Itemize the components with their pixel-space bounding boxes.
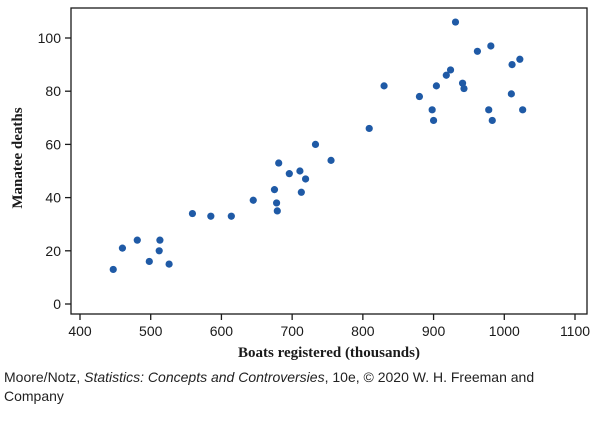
data-point [460, 84, 468, 93]
data-point [133, 236, 141, 244]
data-point [432, 82, 440, 90]
data-point [296, 167, 304, 175]
data-point [516, 55, 524, 63]
y-tick-label: 20 [45, 243, 61, 259]
data-point [488, 116, 496, 125]
data-point [207, 212, 215, 220]
x-tick-label: 600 [210, 323, 234, 339]
y-axis: 0 20 40 60 80 100 [38, 30, 71, 312]
data-point [428, 106, 436, 114]
x-axis-title: Boats registered (thousands) [238, 345, 420, 360]
data-point [155, 247, 163, 255]
credit-book-title: Statistics: Concepts and Controversies [84, 369, 325, 385]
data-point [275, 159, 283, 167]
data-point [311, 140, 320, 148]
data-point [415, 92, 424, 101]
data-point [365, 124, 373, 133]
y-axis-title: Manatee deaths [10, 107, 26, 208]
credit-suffix: , 10e, © 2020 W. H. Freeman and Company [4, 369, 535, 404]
y-tick-label: 40 [45, 190, 61, 206]
data-point [227, 212, 235, 220]
data-point [118, 244, 127, 252]
data-point [446, 66, 455, 74]
data-point [487, 42, 495, 50]
data-point [380, 82, 388, 90]
y-tick-label: 80 [45, 83, 61, 99]
data-point [272, 199, 281, 207]
x-tick-label: 700 [280, 323, 304, 339]
figure-credit: Moore/Notz, Statistics: Concepts and Con… [4, 368, 594, 406]
x-tick-label: 400 [68, 323, 92, 339]
plot-frame [70, 7, 588, 315]
data-point [297, 188, 305, 196]
data-point [442, 71, 450, 79]
data-point [485, 106, 493, 114]
plot-border [70, 7, 588, 315]
data-point [165, 260, 173, 268]
x-tick-label: 1100 [560, 323, 590, 339]
x-tick-label: 800 [351, 323, 375, 339]
data-point [473, 47, 482, 55]
x-tick-label: 900 [422, 323, 446, 339]
y-tick-label: 0 [53, 296, 61, 312]
data-point [156, 236, 164, 244]
data-point [327, 156, 335, 164]
data-point [270, 186, 279, 194]
data-point [519, 106, 527, 114]
credit-prefix: Moore/Notz, [4, 369, 85, 385]
x-tick-label: 1000 [489, 323, 520, 339]
data-point [145, 257, 153, 266]
data-point [109, 265, 117, 274]
data-point [273, 207, 281, 215]
data-points [109, 18, 527, 274]
data-point [188, 209, 197, 218]
data-point [507, 90, 515, 98]
data-point [451, 18, 460, 26]
data-point [249, 196, 257, 204]
y-tick-label: 60 [45, 136, 61, 152]
x-axis: 400 500 600 700 800 900 1000 1100 [68, 314, 590, 339]
x-tick-label: 500 [139, 323, 163, 339]
data-point [508, 61, 516, 69]
data-point [429, 116, 438, 125]
data-point [301, 175, 310, 183]
data-point [285, 170, 293, 178]
y-tick-label: 100 [38, 30, 62, 46]
